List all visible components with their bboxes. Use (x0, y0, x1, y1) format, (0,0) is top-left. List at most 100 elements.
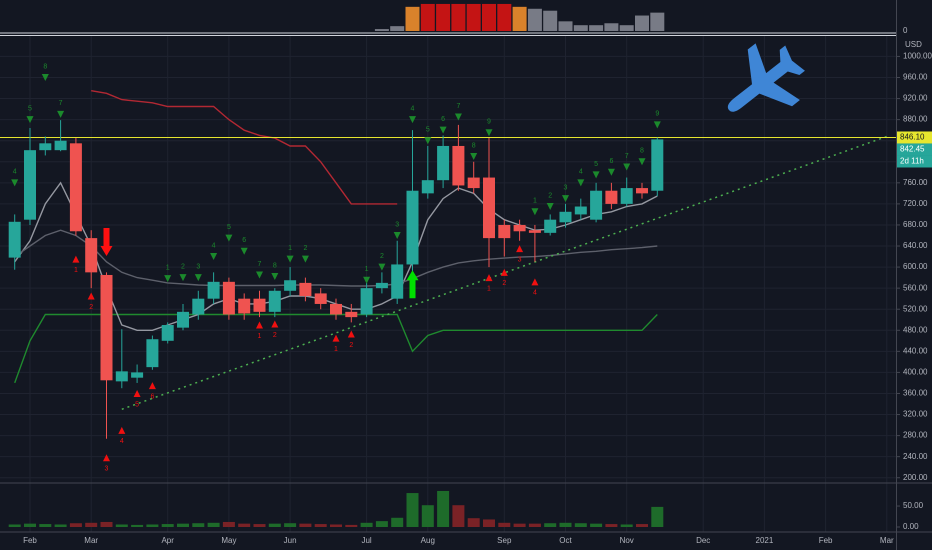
count-arrow (638, 158, 646, 166)
indicator-line (14, 229, 658, 287)
volume-bar (100, 521, 113, 527)
plot: 200.00240.00280.00320.00360.00400.00440.… (0, 3, 932, 545)
top-histogram-bar (451, 3, 466, 31)
last-price-label: 842.45 (900, 145, 925, 154)
x-tick-label: Apr (161, 536, 174, 545)
count-arrow (562, 195, 569, 203)
candle-body (498, 224, 511, 239)
count-label: 4 (411, 105, 415, 112)
x-tick-label: Sep (497, 536, 512, 545)
candle-body (115, 371, 128, 382)
volume-bar (284, 523, 297, 527)
count-arrow (332, 334, 340, 342)
top-histogram-bar (527, 8, 542, 31)
count-label: 7 (625, 153, 629, 160)
volume-bar (85, 522, 98, 527)
count-arrow (225, 234, 233, 242)
count-arrow (179, 274, 187, 282)
volume-bar (452, 505, 465, 527)
count-label: 7 (258, 261, 262, 268)
count-arrow (546, 203, 554, 211)
count-arrow (470, 152, 478, 160)
countdown-label: 2d 11h (900, 157, 924, 166)
candle-body (421, 180, 434, 194)
volume-bar (161, 524, 174, 527)
volume-bar (39, 524, 52, 527)
count-arrow (439, 126, 447, 134)
volume-bar (651, 506, 664, 527)
count-arrow (118, 426, 126, 434)
count-label: 1 (258, 333, 262, 340)
count-label: 3 (395, 221, 399, 228)
candle-body (437, 145, 450, 181)
x-tick-label: Nov (620, 536, 634, 545)
top-histogram-bar (573, 25, 588, 31)
count-arrow (210, 253, 218, 261)
x-tick-label: Feb (819, 536, 833, 545)
candle-body (222, 281, 235, 315)
top-histogram-bar (650, 12, 665, 31)
count-label: 8 (640, 148, 644, 155)
count-label: 4 (13, 169, 17, 176)
volume-bar (69, 523, 82, 527)
volume-bar (375, 521, 388, 527)
count-label: 5 (28, 105, 32, 112)
top-histogram-bar (374, 29, 389, 31)
currency-label: USD (905, 40, 922, 49)
count-label: 2 (181, 263, 185, 270)
y-tick-label: 640.00 (903, 241, 928, 250)
candle-body (544, 219, 557, 233)
candle-body (360, 288, 373, 315)
volume-bar (177, 523, 189, 527)
count-arrow (41, 73, 49, 81)
candle-body (253, 298, 266, 312)
count-label: 1 (334, 346, 338, 353)
count-arrow (653, 121, 661, 129)
y-tick-label: 1000.00 (903, 52, 932, 61)
y-tick-label: 920.00 (903, 94, 928, 103)
count-arrow (577, 179, 585, 187)
indicator-line (91, 90, 398, 205)
count-arrow (485, 274, 493, 282)
candle-body (620, 188, 633, 204)
count-label: 2 (502, 280, 506, 287)
candle-body (100, 274, 113, 381)
y-tick-label: 400.00 (903, 368, 928, 377)
top-histogram-bar (619, 25, 634, 31)
top-histogram-bar (543, 10, 558, 31)
count-label: 3 (105, 466, 109, 473)
airplane-icon (727, 43, 805, 112)
candle-body (375, 282, 388, 289)
count-arrow (286, 255, 294, 263)
count-arrow (531, 208, 539, 216)
candle-body (69, 143, 82, 232)
count-label: 9 (487, 119, 491, 126)
candle-body (177, 311, 189, 328)
count-label: 5 (594, 161, 598, 168)
count-arrow (424, 137, 432, 145)
candle-body (39, 143, 52, 151)
count-label: 7 (59, 100, 63, 107)
count-arrow (623, 163, 631, 171)
count-label: 6 (242, 237, 246, 244)
y-tick-label: 760.00 (903, 178, 928, 187)
x-tick-label: Oct (559, 536, 572, 545)
volume-bar (620, 524, 633, 527)
top-histogram-bar (497, 3, 512, 31)
count-arrow (133, 389, 141, 397)
candle-body (161, 325, 174, 341)
count-arrow (87, 292, 95, 300)
volume-bar (636, 524, 648, 527)
count-arrow (11, 179, 19, 187)
candle-body (330, 303, 342, 315)
x-tick-label: Feb (23, 536, 37, 545)
volume-bar (605, 524, 618, 527)
count-label: 2 (89, 304, 93, 311)
y-tick-label: 360.00 (903, 389, 928, 398)
count-label: 3 (518, 256, 522, 263)
volume-bar (544, 523, 557, 527)
count-arrow (347, 330, 355, 338)
x-tick-label: May (221, 536, 236, 545)
volume-bar (513, 523, 526, 527)
candle-body (24, 150, 36, 220)
